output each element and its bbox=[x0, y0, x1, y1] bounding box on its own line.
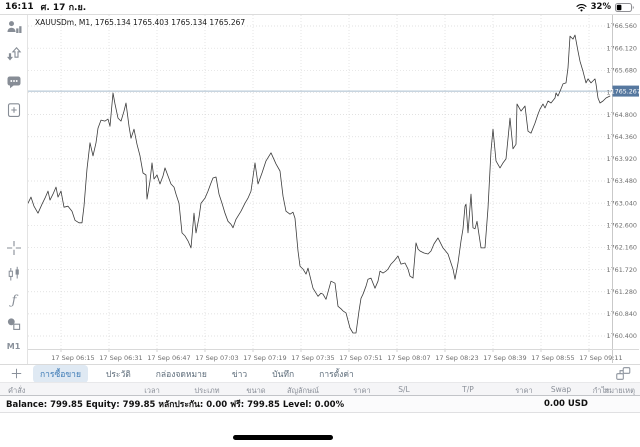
price-line-series bbox=[27, 34, 611, 334]
price-axis-label: 1762.600 bbox=[607, 222, 638, 230]
current-price-tag bbox=[612, 85, 639, 97]
price-axis-label: 1763.040 bbox=[607, 199, 638, 207]
bottom-tabs-bar: การซื้อขาย ประวัติ กล่องจดหมาย ข่าว บันทึก กา… bbox=[0, 364, 640, 383]
column-header: ราคา bbox=[515, 386, 533, 395]
total-profit: 0.00 USD bbox=[544, 399, 588, 409]
time-axis-label: 17 Sep 08:55 bbox=[531, 354, 574, 362]
candlestick-chart-icon[interactable] bbox=[5, 265, 23, 283]
price-axis-label: 1763.480 bbox=[607, 177, 638, 185]
indicator-function-icon[interactable]: ƒ bbox=[5, 291, 23, 309]
price-axis-label: 1766.120 bbox=[607, 44, 638, 52]
price-axis-label: 1760.400 bbox=[607, 332, 638, 340]
date: ศ. 17 ก.ย. bbox=[40, 3, 87, 13]
chart-area: 17 Sep 06:15 17 Sep 06:31 17 Sep 06:47 17 S… bbox=[27, 15, 640, 365]
time-axis-label: 17 Sep 06:47 bbox=[147, 354, 190, 362]
plus-icon bbox=[11, 368, 21, 379]
window-layout-button[interactable] bbox=[615, 366, 633, 381]
trade-updown-icon[interactable] bbox=[5, 45, 23, 63]
accounts-icon[interactable] bbox=[5, 19, 23, 37]
price-axis-label: 1760.840 bbox=[607, 310, 638, 318]
price-axis-label: 1764.800 bbox=[607, 111, 638, 119]
time-axis-label: 17 Sep 07:19 bbox=[243, 354, 286, 362]
tab-3[interactable]: ข่าว bbox=[231, 369, 248, 380]
column-header: ขนาด bbox=[246, 386, 266, 395]
windows-icon bbox=[616, 367, 631, 380]
profit-currency: USD bbox=[567, 399, 588, 409]
crosshair-icon[interactable] bbox=[5, 239, 23, 257]
profit-value: 0.00 bbox=[543, 399, 565, 409]
time-axis-label: 17 Sep 07:51 bbox=[339, 354, 382, 362]
time-axis-label: 17 Sep 07:35 bbox=[291, 354, 334, 362]
time-axis-label: 17 Sep 08:39 bbox=[483, 354, 526, 362]
panel-tabs: การซื้อขาย ประวัติ กล่องจดหมาย ข่าว บันทึก กา… bbox=[33, 364, 361, 383]
column-header: ราคา bbox=[353, 386, 371, 395]
footer-area bbox=[0, 413, 640, 446]
account-summary-bar: Balance: 799.85 Equity: 799.85 หลักประกั… bbox=[0, 395, 640, 413]
price-axis-label: 1766.560 bbox=[607, 22, 638, 30]
tab-5[interactable]: การตั้งค่า bbox=[319, 369, 354, 380]
price-axis-label: 1762.160 bbox=[607, 244, 638, 252]
svg-text:ƒ: ƒ bbox=[9, 294, 19, 309]
current-price-tag-label: 1765.267 bbox=[611, 88, 639, 95]
battery-icon bbox=[615, 2, 634, 12]
home-indicator[interactable] bbox=[233, 435, 333, 440]
account-summary: Balance: 799.85 Equity: 799.85 หลักประกั… bbox=[6, 400, 345, 410]
column-header: สัญลักษณ์ bbox=[286, 386, 320, 395]
objects-icon[interactable] bbox=[5, 315, 23, 333]
orders-table-header: คำสั่ง เวลา ประเภท ขนาด สัญลักษณ์ ราคา S/L T/P ร… bbox=[0, 382, 640, 395]
wifi-icon bbox=[576, 3, 587, 11]
column-header: กำไร bbox=[592, 386, 610, 395]
clock: 16:11 bbox=[5, 2, 34, 12]
price-axis-label: 1761.720 bbox=[607, 266, 638, 274]
tab-2[interactable]: กล่องจดหมาย bbox=[155, 369, 207, 380]
timeframe-label[interactable]: M1 bbox=[6, 342, 21, 351]
time-axis-label: 17 Sep 06:15 bbox=[51, 354, 94, 362]
chart-ohlc-title: XAUUSDm, M1, 1765.134 1765.403 1765.134 … bbox=[35, 18, 245, 27]
price-axis-label: 1764.360 bbox=[607, 133, 638, 141]
column-header: เวลา bbox=[144, 386, 160, 395]
tab-4[interactable]: บันทึก bbox=[272, 369, 295, 380]
tab-0[interactable]: การซื้อขาย bbox=[33, 364, 88, 383]
chat-icon[interactable] bbox=[5, 73, 23, 91]
price-axis-label: 1765.680 bbox=[607, 67, 638, 75]
column-header: T/P bbox=[462, 385, 474, 394]
column-header: ประเภท bbox=[194, 386, 220, 395]
add-order-button[interactable] bbox=[7, 367, 25, 381]
new-order-icon[interactable] bbox=[5, 101, 23, 119]
column-header: หมายเหตุ bbox=[604, 386, 635, 395]
price-axis-label: 1761.280 bbox=[607, 288, 638, 296]
chart-region: ƒ M1 17 Sep 06:15 17 Sep 06:31 17 Sep 06:47… bbox=[0, 14, 640, 364]
column-header: คำสั่ง bbox=[8, 386, 26, 395]
price-chart[interactable]: 17 Sep 06:15 17 Sep 06:31 17 Sep 06:47 17 S… bbox=[27, 15, 640, 365]
time-axis-label: 17 Sep 09:11 bbox=[579, 354, 622, 362]
status-bar: 16:11 ศ. 17 ก.ย. 32% bbox=[0, 0, 640, 14]
column-header: Swap bbox=[550, 385, 572, 394]
tab-1[interactable]: ประวัติ bbox=[105, 369, 131, 380]
time-axis-label: 17 Sep 07:03 bbox=[195, 354, 238, 362]
battery-percent: 32% bbox=[590, 2, 611, 12]
time-axis-label: 17 Sep 08:07 bbox=[387, 354, 430, 362]
time-axis-label: 17 Sep 06:31 bbox=[99, 354, 142, 362]
column-header: S/L bbox=[398, 385, 410, 394]
chart-toolbar: ƒ M1 bbox=[0, 15, 28, 364]
time-axis-label: 17 Sep 08:23 bbox=[435, 354, 478, 362]
price-axis-label: 1763.920 bbox=[607, 155, 638, 163]
